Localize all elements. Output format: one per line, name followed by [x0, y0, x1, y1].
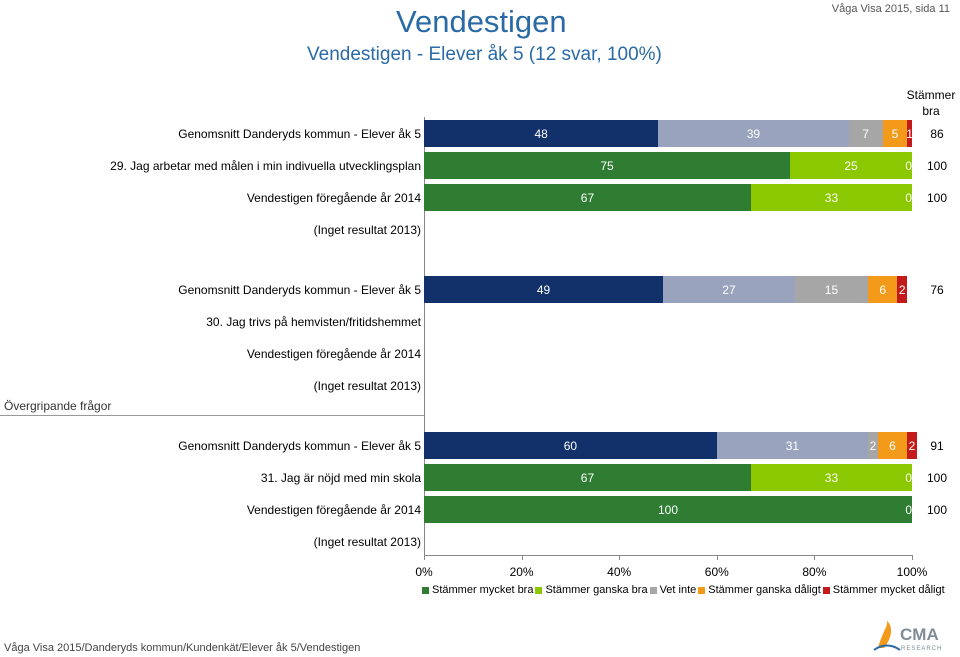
bar-segment: 2: [907, 432, 917, 459]
bar-segment: 1: [907, 120, 912, 147]
row-total: 100: [926, 503, 948, 517]
legend-swatch: [649, 586, 657, 594]
y-axis-line: [424, 117, 425, 555]
legend-label: Stämmer mycket dåligt: [832, 584, 945, 596]
cma-logo: CMA RESEARCH: [873, 620, 942, 652]
row-label: 31. Jag är nöjd med min skola: [260, 471, 421, 485]
right-column-header-line2: bra: [922, 104, 940, 118]
row-label: Vendestigen föregående år 2014: [246, 347, 421, 361]
row-label: Vendestigen föregående år 2014: [246, 191, 421, 205]
row-label: Vendestigen föregående år 2014: [246, 503, 421, 517]
bar-segment: 7: [848, 120, 883, 147]
bar-segment: 0: [905, 470, 912, 485]
legend-swatch: [822, 586, 830, 594]
page-subtitle: Vendestigen - Elever åk 5 (12 svar, 100%…: [307, 44, 662, 65]
x-tick-label: 80%: [802, 565, 827, 579]
bar-segment: 100: [424, 496, 912, 523]
x-tick-label: 100%: [896, 565, 928, 579]
x-tick-label: 40%: [607, 565, 632, 579]
bar-segment: 48: [424, 120, 659, 147]
row-label: 30. Jag trivs på hemvisten/fritidshemmet: [206, 315, 421, 329]
bar-segment: 67: [424, 184, 751, 211]
section-separator: [0, 415, 424, 416]
bar-segment: 67: [424, 464, 751, 491]
legend-label: Stämmer ganska dåligt: [708, 584, 821, 596]
legend-item: Stämmer ganska dåligt: [696, 584, 821, 596]
row-total: 100: [926, 471, 948, 485]
x-tick-label: 60%: [704, 565, 729, 579]
legend-item: Stämmer mycket bra: [420, 584, 533, 596]
bar-segment: 33: [750, 464, 912, 491]
x-tick: [716, 555, 718, 560]
row-label: (Inget resultat 2013): [313, 535, 421, 549]
page-info: Våga Visa 2015, sida 11: [831, 3, 950, 15]
bar-segment: 0: [905, 158, 912, 173]
bar-segment: 31: [716, 432, 869, 459]
row-label: (Inget resultat 2013): [313, 379, 421, 393]
chart-legend: Stämmer mycket bra Stämmer ganska bra Vet …: [420, 584, 945, 596]
section-label: Övergripande frågor: [4, 399, 112, 413]
row-total: 100: [926, 159, 948, 173]
bar-segment: 33: [750, 184, 912, 211]
legend-item: Vet inte: [648, 584, 697, 596]
legend-item: Stämmer mycket dåligt: [821, 584, 945, 596]
right-column-header: Stämmer bra: [904, 87, 958, 119]
row-total: 91: [930, 439, 944, 453]
bar-segment: 39: [658, 120, 849, 147]
legend-label: Vet inte: [659, 584, 697, 596]
logo-wave-icon: [873, 644, 901, 651]
legend-label: Stämmer mycket bra: [432, 584, 534, 596]
bar-segment: 25: [790, 152, 912, 179]
x-tick: [814, 555, 816, 560]
logo-text: CMA: [900, 625, 939, 644]
row-total: 76: [930, 283, 944, 297]
bar-segment: 27: [663, 276, 795, 303]
row-total: 100: [926, 191, 948, 205]
bar-segment: 0: [905, 502, 912, 517]
x-tick: [619, 555, 621, 560]
legend-item: Stämmer ganska bra: [533, 584, 648, 596]
bar-segment: 2: [897, 276, 908, 303]
bar-segment: 6: [877, 432, 908, 459]
bar-segment: 2: [868, 432, 878, 459]
bar-segment: 75: [424, 152, 790, 179]
legend-swatch: [698, 586, 706, 594]
logo-flame-icon: [878, 620, 892, 648]
legend-swatch: [535, 586, 543, 594]
footer-text: Våga Visa 2015/Danderyds kommun/Kundenkä…: [4, 642, 361, 654]
bar-segment: 60: [424, 432, 717, 459]
right-column-header-line1: Stämmer: [906, 88, 956, 102]
bar-segment: 15: [794, 276, 869, 303]
row-label: (Inget resultat 2013): [313, 223, 421, 237]
x-tick: [424, 555, 425, 560]
bar-segment: 5: [882, 120, 908, 147]
x-tick-label: 20%: [509, 565, 534, 579]
legend-label: Stämmer ganska bra: [545, 584, 648, 596]
row-label: 29. Jag arbetar med målen i min indivuel…: [110, 159, 421, 173]
row-total: 86: [930, 127, 944, 141]
legend-swatch: [422, 586, 429, 594]
page-title: Vendestigen: [396, 4, 567, 39]
x-axis-line: [424, 555, 912, 556]
x-tick-label: 0%: [415, 565, 433, 579]
row-label: Genomsnitt Danderyds kommun - Elever åk …: [178, 127, 421, 141]
bar-segment: 49: [424, 276, 664, 303]
x-tick: [912, 555, 913, 560]
row-label: Genomsnitt Danderyds kommun - Elever åk …: [178, 439, 421, 453]
logo-subtext: RESEARCH: [901, 646, 942, 652]
x-tick: [521, 555, 523, 560]
bar-segment: 0: [905, 190, 912, 205]
bar-segment: 6: [868, 276, 898, 303]
row-label: Genomsnitt Danderyds kommun - Elever åk …: [178, 283, 421, 297]
